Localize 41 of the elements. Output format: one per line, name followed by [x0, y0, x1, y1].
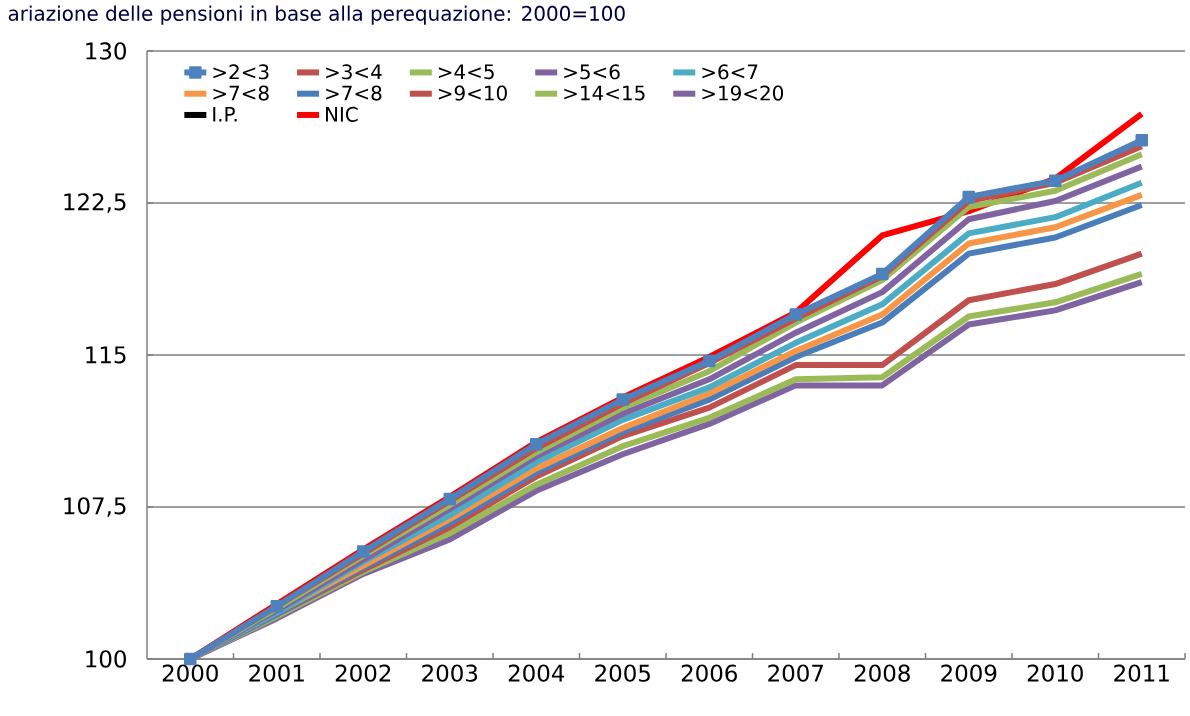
legend-label: >9<10: [438, 85, 507, 101]
point: [270, 600, 284, 613]
x-tick-label: 2002: [335, 664, 391, 682]
legend-label: >3<4: [326, 64, 382, 80]
x-tick-label: 2008: [854, 664, 910, 682]
x-tick-label: 2001: [249, 664, 304, 682]
legend-label: >7<8: [213, 85, 269, 101]
x-tick-label: 2007: [768, 664, 823, 682]
point: [616, 393, 630, 406]
y-tick-label: 115: [86, 346, 126, 364]
legend-label: >7<8: [326, 85, 382, 101]
point: [357, 545, 370, 558]
x-tick-label: 2009: [941, 664, 997, 682]
y-tick-label: 107,5: [64, 497, 126, 517]
legend-label: >2<3: [213, 64, 269, 80]
point: [703, 354, 716, 368]
point: [876, 267, 889, 281]
legend-label: >4<5: [438, 64, 494, 80]
y-tick-label: 122,5: [64, 193, 126, 213]
x-tick-label: 2004: [508, 664, 565, 682]
y-tick-label: 100: [86, 650, 126, 668]
legend-label: I.P.: [213, 106, 237, 122]
legend-label: >14<15: [564, 85, 645, 101]
legend-label: NIC: [326, 106, 358, 122]
y-tick-label: 130: [86, 42, 126, 60]
legend-label: >19<20: [702, 85, 784, 101]
x-tick-label: 2005: [595, 664, 650, 682]
x-tick-label: 2010: [1027, 664, 1083, 682]
point: [1049, 174, 1062, 187]
point: [789, 308, 803, 321]
x-tick-label: 2011: [1114, 664, 1169, 682]
chart-title: ariazione delle pensioni in base alla perequazione: 2000=100: [8, 5, 625, 25]
x-tick-label: 2006: [681, 664, 737, 682]
point: [443, 492, 457, 506]
point: [1135, 133, 1149, 147]
x-tick-label: 2003: [422, 664, 478, 682]
point: [962, 190, 976, 204]
x-tick-label: 2000: [162, 664, 218, 682]
legend-label: >5<6: [564, 64, 620, 80]
point: [530, 437, 543, 451]
legend-label: >6<7: [702, 64, 758, 80]
